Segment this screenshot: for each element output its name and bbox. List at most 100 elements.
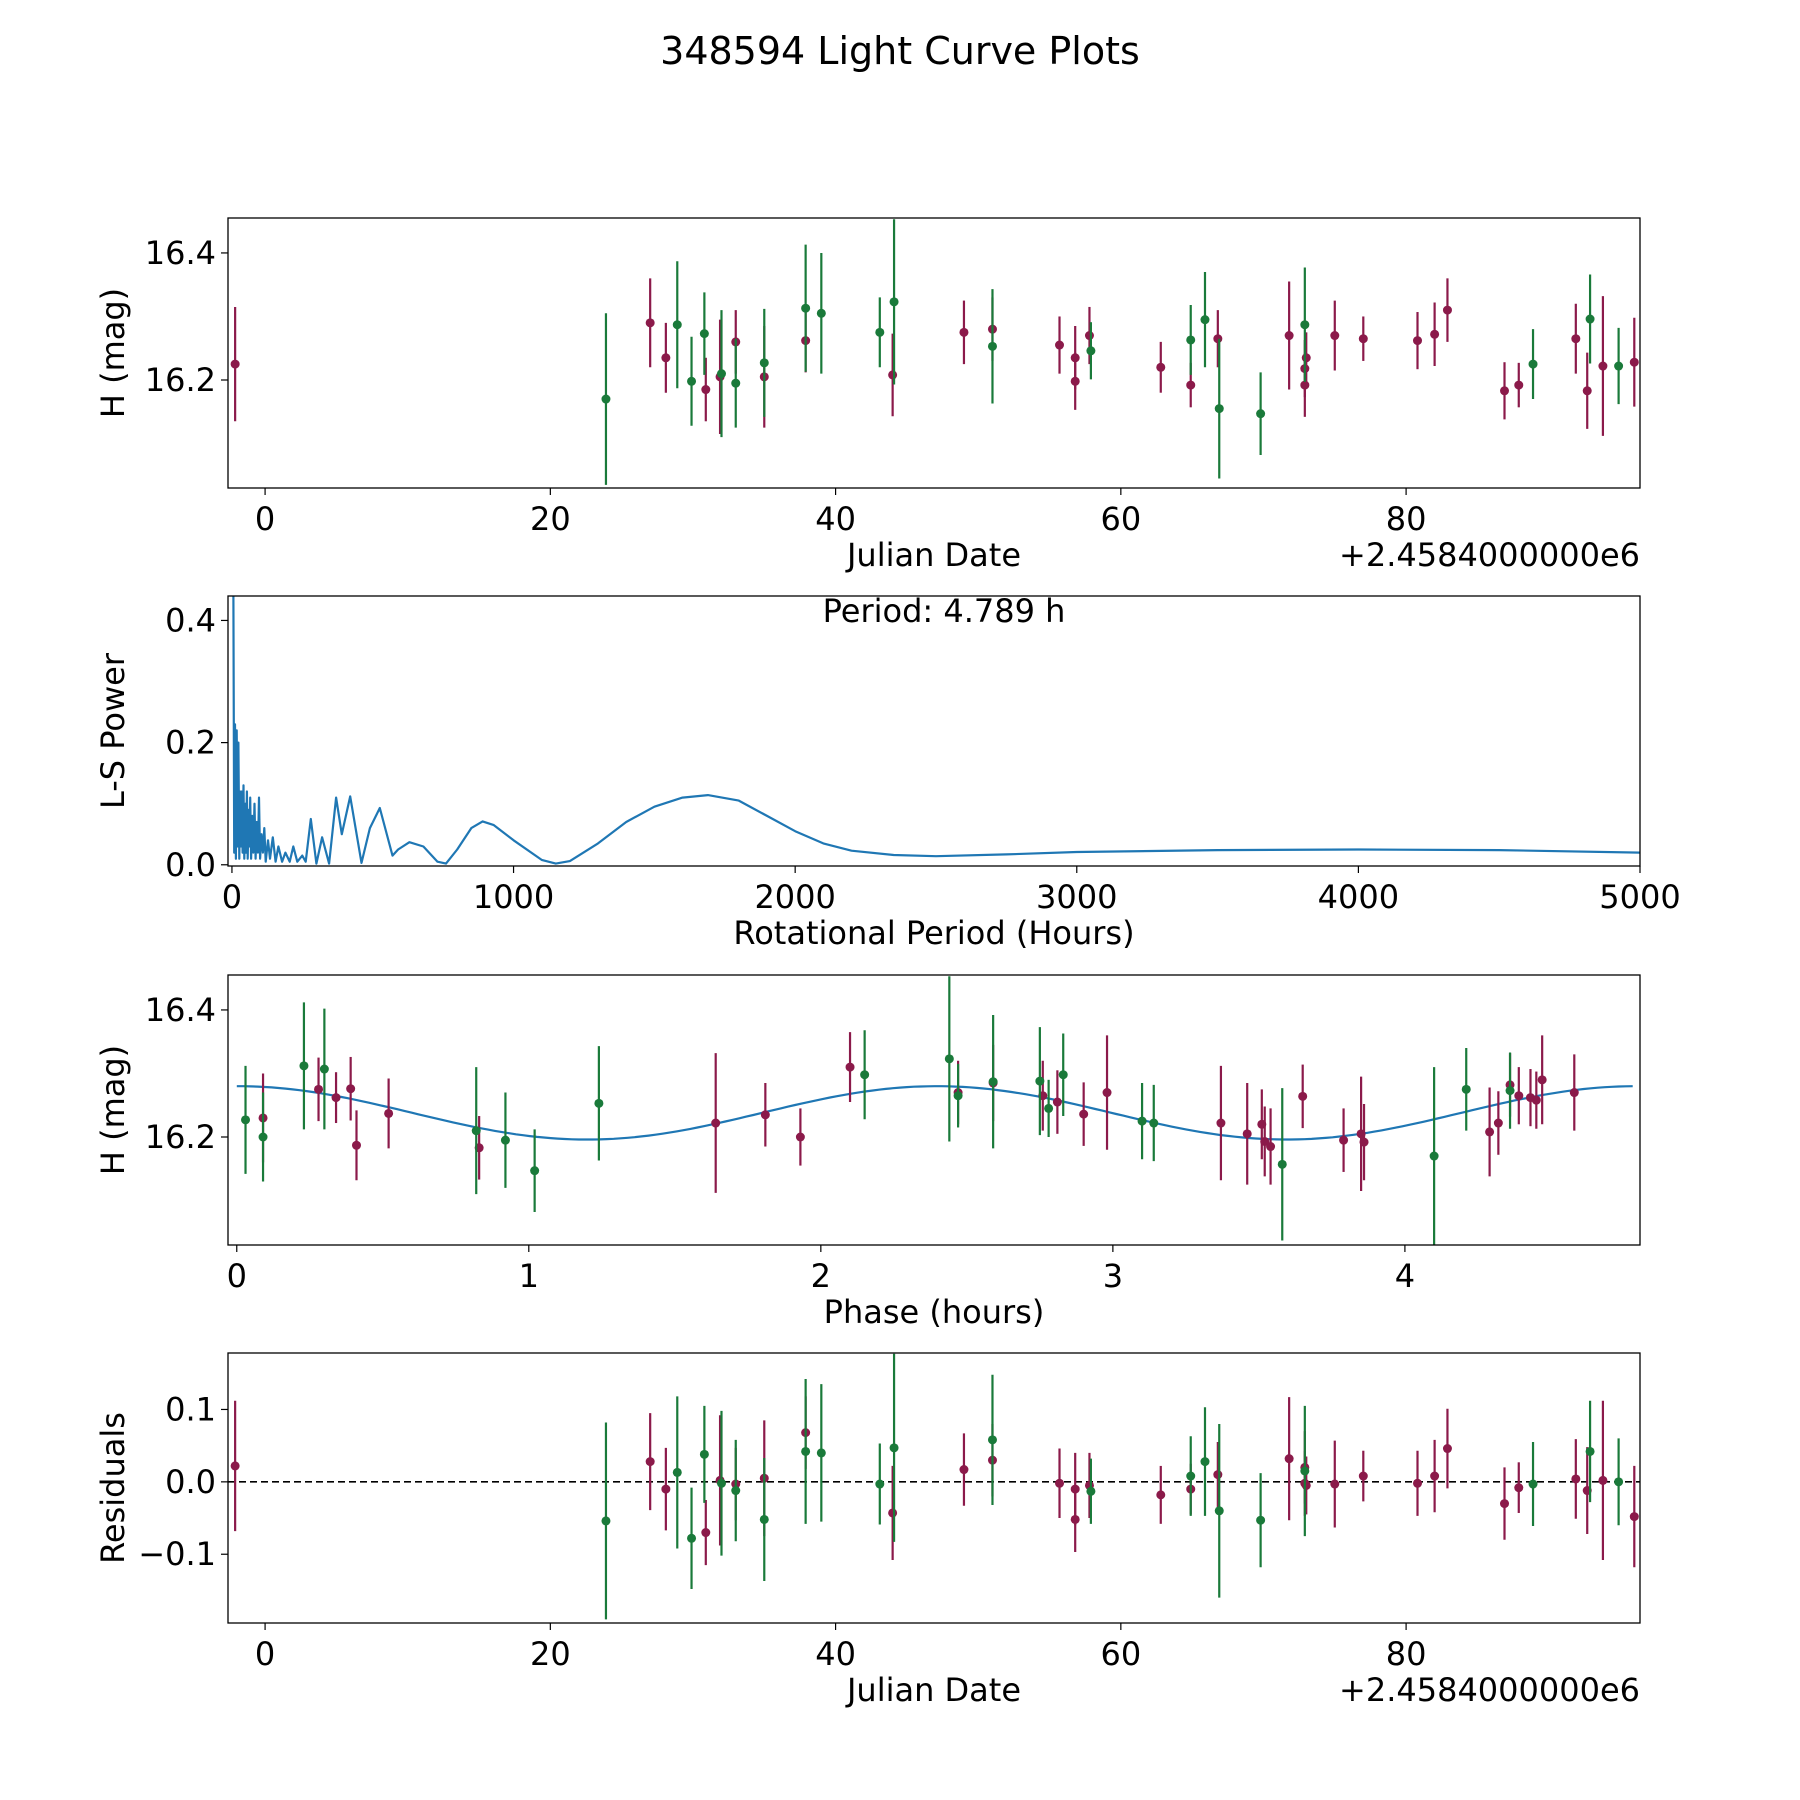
residuals-point-g bbox=[1300, 1466, 1310, 1476]
phased-point-g bbox=[944, 1054, 954, 1064]
lightcurve-point-g bbox=[1614, 361, 1624, 371]
lightcurve-frame bbox=[227, 217, 1641, 489]
lightcurve-point-g bbox=[1186, 335, 1196, 345]
residuals-xtick-label: 0 bbox=[255, 1635, 275, 1673]
lightcurve-point-r bbox=[959, 327, 969, 337]
lightcurve-panel: 0 20 40 60 80 16.2 16.4 Julian Date H (mag) +2.45… bbox=[94, 217, 1641, 574]
lightcurve-point-r bbox=[1330, 331, 1340, 341]
residuals-xtick-label: 80 bbox=[1386, 1635, 1427, 1673]
lightcurve-point-g bbox=[875, 327, 885, 337]
residuals-point-r bbox=[1514, 1483, 1524, 1493]
lightcurve-point-r bbox=[1213, 334, 1223, 344]
phased-point-g bbox=[319, 1064, 329, 1074]
phased-point-r bbox=[1485, 1127, 1495, 1137]
phased-point-r bbox=[314, 1084, 324, 1094]
periodogram-ytick-label: 0.0 bbox=[165, 846, 216, 884]
phased-xlabel: Phase (hours) bbox=[824, 1293, 1045, 1331]
residuals-point-g bbox=[716, 1478, 726, 1488]
residuals-point-g bbox=[1214, 1506, 1224, 1516]
lightcurve-point-g bbox=[1256, 409, 1266, 419]
phased-point-r bbox=[1079, 1109, 1089, 1119]
lightcurve-point-g bbox=[672, 320, 682, 330]
phased-point-r bbox=[1102, 1088, 1112, 1098]
residuals-point-r bbox=[1284, 1454, 1294, 1464]
figure-title: 348594 Light Curve Plots bbox=[660, 29, 1140, 73]
phased-point-g bbox=[1429, 1151, 1439, 1161]
phased-point-r bbox=[331, 1093, 341, 1103]
phased-point-r bbox=[351, 1140, 361, 1150]
periodogram-plot-area bbox=[232, 596, 1640, 865]
lightcurve-point-g bbox=[1200, 315, 1210, 325]
residuals-point-g bbox=[687, 1533, 697, 1543]
phased-frame bbox=[227, 974, 1641, 1246]
residuals-point-g bbox=[987, 1435, 997, 1445]
residuals-point-g bbox=[889, 1443, 899, 1453]
lightcurve-point-g bbox=[1086, 346, 1096, 356]
residuals-panel: 0 20 40 60 80 −0.1 0.0 0.1 Julian Date Residuals +… bbox=[94, 1352, 1641, 1709]
phased-point-g bbox=[471, 1126, 481, 1136]
residuals-point-r bbox=[1413, 1478, 1423, 1488]
residuals-xtick-label: 60 bbox=[1100, 1635, 1141, 1673]
lightcurve-point-r bbox=[888, 370, 898, 380]
lightcurve-point-r bbox=[1500, 386, 1510, 396]
lightcurve-point-r bbox=[230, 359, 240, 369]
residuals-point-g bbox=[816, 1448, 826, 1458]
phased-point-r bbox=[1359, 1137, 1369, 1147]
residuals-offset-label: +2.4584000000e6 bbox=[1339, 1671, 1640, 1709]
phased-xtick-label: 1 bbox=[519, 1257, 539, 1295]
phased-point-g bbox=[241, 1115, 251, 1125]
phased-point-g bbox=[1277, 1159, 1287, 1169]
phased-point-g bbox=[500, 1135, 510, 1145]
residuals-xtick-label: 40 bbox=[815, 1635, 856, 1673]
residuals-point-g bbox=[1186, 1471, 1196, 1481]
lightcurve-point-g bbox=[716, 369, 726, 379]
residuals-point-g bbox=[1614, 1477, 1624, 1487]
residuals-point-g bbox=[601, 1516, 611, 1526]
phased-point-g bbox=[1058, 1070, 1068, 1080]
residuals-point-g bbox=[731, 1486, 741, 1496]
lightcurve-point-g bbox=[699, 329, 709, 339]
lightcurve-point-r bbox=[661, 353, 671, 363]
phased-point-r bbox=[1339, 1135, 1349, 1145]
residuals-point-r bbox=[1571, 1474, 1581, 1484]
phased-point-r bbox=[1531, 1095, 1541, 1105]
phased-point-g bbox=[1137, 1116, 1147, 1126]
phased-point-g bbox=[1461, 1084, 1471, 1094]
phased-point-g bbox=[299, 1061, 309, 1071]
lightcurve-xlabel: Julian Date bbox=[845, 536, 1021, 574]
periodogram-panel: 0 1000 2000 3000 4000 5000 0.0 0.2 0.4 Rotational… bbox=[94, 592, 1681, 952]
residuals-point-r bbox=[645, 1457, 655, 1467]
lightcurve-point-r bbox=[1084, 331, 1094, 341]
residuals-point-g bbox=[801, 1446, 811, 1456]
residuals-point-r bbox=[1070, 1484, 1080, 1494]
phased-point-r bbox=[1493, 1118, 1503, 1128]
periodogram-xtick-label: 2000 bbox=[754, 878, 835, 916]
periodogram-annotation: Period: 4.789 h bbox=[823, 592, 1066, 630]
lightcurve-xtick-label: 60 bbox=[1100, 500, 1141, 538]
periodogram-xtick-label: 5000 bbox=[1599, 878, 1680, 916]
lightcurve-point-r bbox=[1442, 305, 1452, 315]
phased-point-g bbox=[530, 1166, 540, 1176]
lightcurve-point-r bbox=[1514, 380, 1524, 390]
phased-panel: 0 1 2 3 4 16.2 16.4 Phase (hours) H (mag) bbox=[94, 974, 1641, 1331]
phased-point-g bbox=[1505, 1086, 1515, 1096]
phased-model-curve bbox=[236, 1085, 1633, 1141]
phased-point-r bbox=[845, 1062, 855, 1072]
phased-xtick-label: 3 bbox=[1103, 1257, 1123, 1295]
phased-point-r bbox=[1514, 1091, 1524, 1101]
phased-point-r bbox=[1537, 1075, 1547, 1085]
lightcurve-point-g bbox=[687, 376, 697, 386]
lightcurve-point-r bbox=[1055, 340, 1065, 350]
phased-point-g bbox=[1044, 1103, 1054, 1113]
periodogram-ylabel: L-S Power bbox=[94, 652, 132, 809]
phased-point-r bbox=[1569, 1088, 1579, 1098]
lightcurve-point-g bbox=[1214, 404, 1224, 414]
residuals-xtick-label: 20 bbox=[530, 1635, 571, 1673]
phased-point-r bbox=[1242, 1129, 1252, 1139]
residuals-point-r bbox=[661, 1484, 671, 1494]
phased-ylabel: H (mag) bbox=[94, 1045, 132, 1175]
lightcurve-ytick-label: 16.2 bbox=[145, 361, 216, 399]
phased-point-g bbox=[594, 1098, 604, 1108]
residuals-point-g bbox=[1528, 1479, 1538, 1489]
residuals-point-r bbox=[1055, 1478, 1065, 1488]
